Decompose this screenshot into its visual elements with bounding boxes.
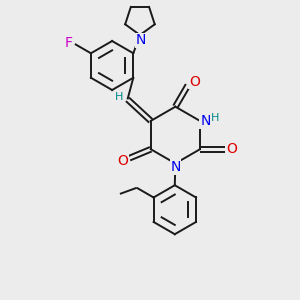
Text: N: N [170, 160, 181, 174]
Text: N: N [200, 114, 211, 128]
Text: H: H [114, 92, 123, 102]
Text: N: N [135, 33, 146, 47]
Text: O: O [226, 142, 237, 156]
Text: O: O [189, 75, 200, 88]
Text: O: O [117, 154, 128, 168]
Text: H: H [211, 113, 219, 124]
Text: F: F [64, 36, 72, 50]
